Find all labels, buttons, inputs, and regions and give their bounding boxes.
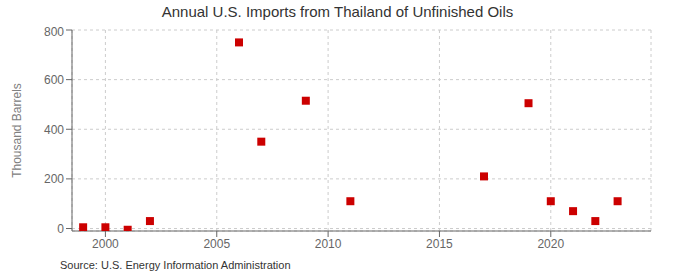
svg-text:Thousand Barrels: Thousand Barrels (10, 83, 24, 178)
svg-text:800: 800 (44, 25, 64, 39)
svg-text:200: 200 (44, 172, 64, 186)
html-text:Source: U.S. Energy Informatio: Source: U.S. Energy Information Administ… (60, 259, 291, 271)
svg-text:2020: 2020 (537, 237, 564, 251)
svg-text:600: 600 (44, 73, 64, 87)
svg-text:400: 400 (44, 123, 64, 137)
svg-text:0: 0 (57, 222, 64, 236)
svg-text:2015: 2015 (426, 237, 453, 251)
svg-text:2005: 2005 (203, 237, 230, 251)
svg-text:2000: 2000 (92, 237, 119, 251)
svg-text:2010: 2010 (315, 237, 342, 251)
html-text:Annual U.S. Imports from Thail: Annual U.S. Imports from Thailand of Unf… (161, 3, 514, 20)
